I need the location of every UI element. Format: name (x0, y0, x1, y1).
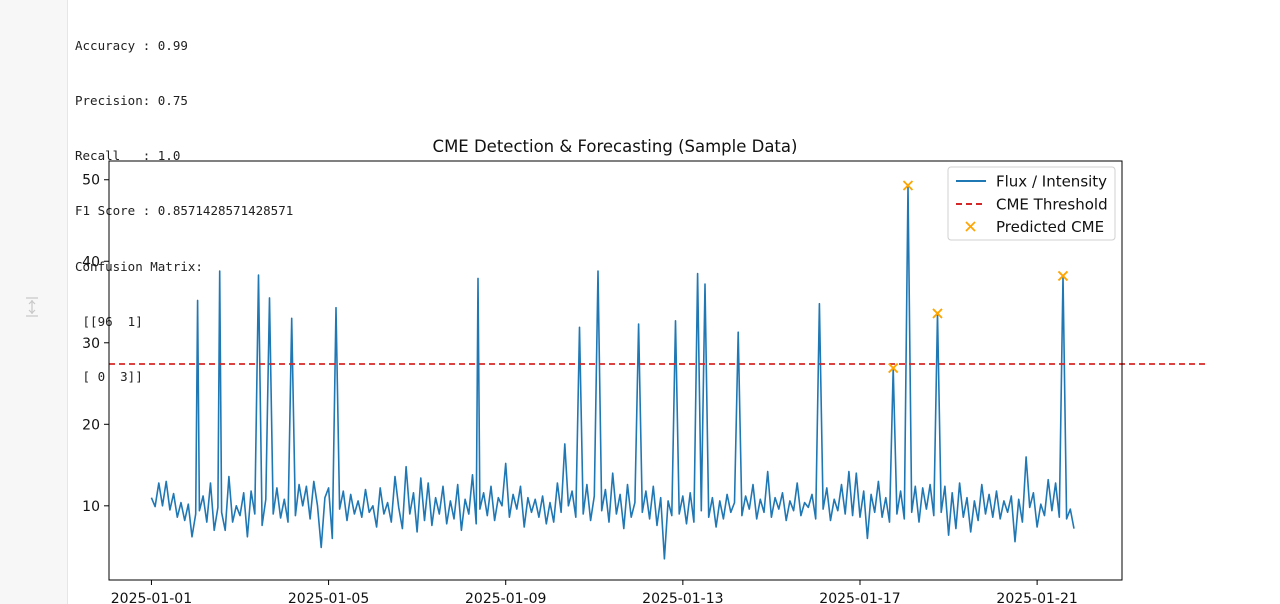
confusion-matrix-row: [[96 1] (75, 313, 143, 329)
y-tick-label: 10 (82, 499, 100, 515)
y-tick-label: 50 (82, 173, 100, 189)
metric-f1-score: F1 Score : 0.8571428571428571 (75, 203, 294, 219)
x-tick-label: 2025-01-17 (819, 591, 900, 604)
collapse-output-icon[interactable] (22, 296, 42, 318)
predicted-cme-marker (902, 180, 914, 191)
metric-precision: Precision: 0.75 (75, 93, 188, 109)
x-tick-label: 2025-01-13 (642, 591, 723, 604)
cell-output-text: Accuracy : 0.99 Precision: 0.75 Recall :… (75, 0, 293, 405)
y-tick-label: 20 (82, 417, 100, 433)
predicted-cme-marker-stroke (1057, 270, 1069, 282)
predicted-cme-marker-stroke (888, 362, 899, 374)
legend-threshold-label: CME Threshold (996, 196, 1108, 214)
x-tick-label: 2025-01-21 (996, 591, 1077, 604)
chart-title: CME Detection & Forecasting (Sample Data… (433, 137, 798, 156)
axes-frame (108, 160, 1123, 581)
metric-accuracy: Accuracy : 0.99 (75, 37, 188, 53)
legend-flux-label: Flux / Intensity (996, 173, 1107, 191)
predicted-cme-marker (888, 362, 899, 374)
y-tick-label: 30 (82, 336, 100, 352)
y-axis: 10 20 30 40 50 (82, 173, 109, 515)
x-axis: 2025-01-01 2025-01-05 2025-01-09 2025-01-13… (111, 580, 1078, 604)
cell-gutter (0, 0, 68, 604)
x-tick-label: 2025-01-05 (288, 591, 369, 604)
legend-predicted-marker (965, 221, 976, 232)
plot-area (109, 180, 1208, 560)
cme-chart: CME Detection & Forecasting (Sample Data… (82, 137, 1208, 604)
predicted-cme-marker-stroke (902, 180, 914, 191)
x-tick-label: 2025-01-09 (465, 591, 546, 604)
metric-recall: Recall : 1.0 (75, 148, 181, 164)
predicted-cme-marker-stroke (932, 308, 943, 319)
legend: Flux / Intensity CME Threshold Predicted… (947, 166, 1116, 241)
predicted-cme-marker (932, 308, 943, 319)
legend-box (947, 166, 1116, 241)
flux-intensity-line (150, 184, 1075, 560)
legend-predicted-label: Predicted CME (996, 218, 1104, 236)
confusion-matrix-row: [ 0 3]] (75, 369, 143, 385)
x-tick-label: 2025-01-01 (111, 591, 192, 604)
y-tick-label: 40 (82, 254, 100, 270)
predicted-cme-marker (1057, 270, 1069, 282)
